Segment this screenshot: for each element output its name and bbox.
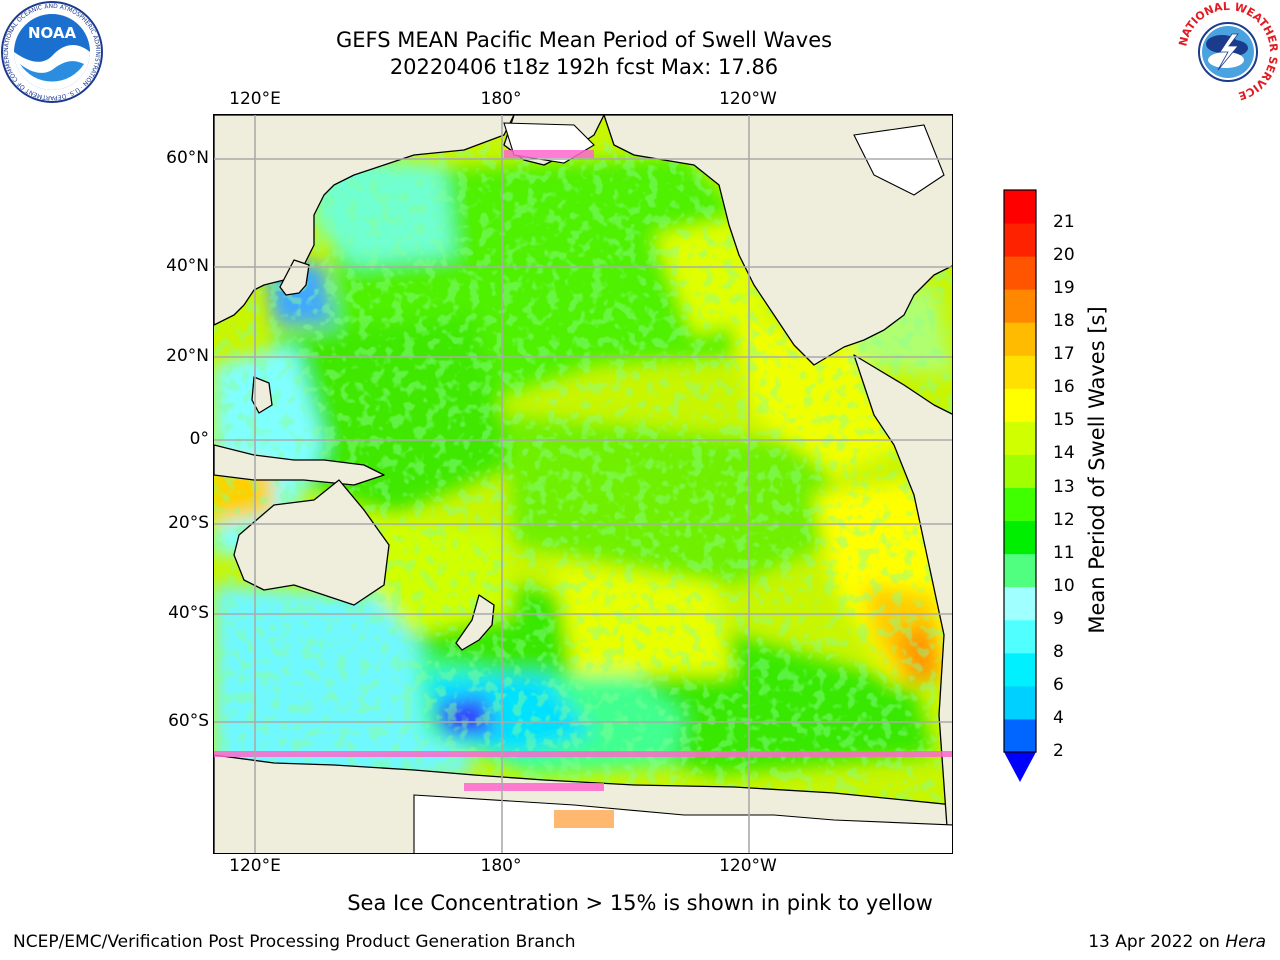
- colorbar: [1003, 189, 1037, 782]
- sea-ice-note: Sea Ice Concentration > 15% is shown in …: [347, 891, 933, 915]
- colorbar-segment: [1004, 454, 1036, 489]
- lat-label-40n: 40°N: [166, 256, 209, 276]
- lat-label-60s: 60°S: [168, 711, 209, 731]
- colorbar-tick-label: 19: [1053, 278, 1075, 299]
- lat-label-60n: 60°N: [166, 148, 209, 168]
- noaa-logo-text: NOAA: [28, 24, 77, 42]
- colorbar-tick-label: 11: [1053, 542, 1075, 563]
- colorbar-tick-label: 4: [1053, 707, 1064, 728]
- colorbar-segment: [1004, 487, 1036, 522]
- colorbar-segment: [1004, 421, 1036, 455]
- nws-logo: NATIONAL WEATHER SERVICE: [1176, 0, 1280, 103]
- colorbar-segment: [1004, 322, 1036, 356]
- lon-label-bottom-120w: 120°W: [719, 856, 777, 876]
- sea-ice: [214, 150, 952, 791]
- colorbar-segment: [1004, 718, 1036, 753]
- colorbar-tick-label: 12: [1053, 509, 1075, 530]
- colorbar-tick-label: 17: [1053, 344, 1075, 365]
- colorbar-tick-label: 9: [1053, 608, 1064, 629]
- colorbar-tick-label: 10: [1053, 575, 1075, 596]
- lon-label-top-120w: 120°W: [719, 89, 777, 109]
- colorbar-tick-label: 16: [1053, 377, 1075, 398]
- colorbar-segment: [1004, 388, 1036, 422]
- sea-ice-high: [554, 810, 614, 828]
- footer-date-text: 13 Apr 2022 on: [1088, 932, 1226, 952]
- colorbar-segment: [1004, 619, 1036, 654]
- colorbar-extend-triangle: [1004, 752, 1036, 782]
- lon-label-top-120e: 120°E: [229, 89, 281, 109]
- colorbar-segment: [1004, 355, 1036, 389]
- chart-title: GEFS MEAN Pacific Mean Period of Swell W…: [335, 28, 833, 52]
- colorbar-tick-label: 2: [1053, 741, 1064, 761]
- footer-date: 13 Apr 2022 on Hera: [1088, 932, 1266, 952]
- map-panel: [213, 114, 953, 854]
- colorbar-segments: [1004, 190, 1036, 753]
- colorbar-segment: [1004, 586, 1036, 621]
- colorbar-label: Mean Period of Swell Waves [s]: [1085, 306, 1109, 634]
- colorbar-tick-label: 8: [1053, 641, 1064, 662]
- landmasses: [214, 115, 952, 853]
- colorbar-tick-label: 14: [1053, 443, 1075, 464]
- colorbar-outline: [1003, 189, 1037, 753]
- colorbar-tick-label: 15: [1053, 410, 1075, 431]
- swell-period-map: [214, 115, 952, 853]
- lat-label-40s: 40°S: [168, 603, 209, 623]
- colorbar-segment: [1004, 520, 1036, 555]
- lat-label-20s: 20°S: [168, 513, 209, 533]
- colorbar-segment: [1004, 223, 1036, 257]
- noaa-logo: NATIONAL OCEANIC AND ATMOSPHERIC ADMINIS…: [0, 0, 103, 103]
- lat-label-20n: 20°N: [166, 346, 209, 366]
- colorbar-segment: [1004, 289, 1036, 323]
- colorbar-tick-label: 21: [1053, 212, 1075, 233]
- colorbar-segment: [1004, 256, 1036, 290]
- footer-credit: NCEP/EMC/Verification Post Processing Pr…: [13, 932, 576, 952]
- footer-host: Hera: [1225, 932, 1266, 952]
- colorbar-tick-label: 6: [1053, 674, 1064, 695]
- chart-subtitle: 20220406 t18z 192h fcst Max: 17.86: [389, 55, 779, 79]
- colorbar-segment: [1004, 685, 1036, 720]
- lat-label-equator: 0°: [189, 429, 209, 449]
- graticule: [214, 115, 952, 853]
- colorbar-tick-label: 20: [1053, 245, 1075, 266]
- lon-label-bottom-120e: 120°E: [229, 856, 281, 876]
- colorbar-segment: [1004, 553, 1036, 588]
- colorbar-segment: [1004, 652, 1036, 687]
- colorbar-segment: [1004, 190, 1036, 224]
- lon-label-bottom-180: 180°: [480, 856, 522, 876]
- colorbar-tick-label: 13: [1053, 476, 1075, 497]
- lon-label-top-180: 180°: [480, 89, 522, 109]
- colorbar-tick-label: 18: [1053, 311, 1075, 332]
